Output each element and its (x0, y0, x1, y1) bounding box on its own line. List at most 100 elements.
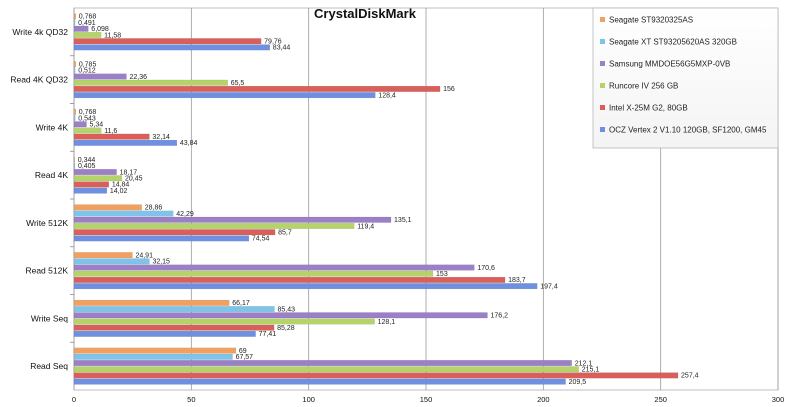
bar-value-label: 42,29 (176, 211, 194, 218)
x-tick-label: 50 (187, 395, 195, 404)
bar-value-label: 6,098 (91, 26, 109, 33)
bar (73, 187, 108, 194)
bar-value-label: 176,2 (490, 313, 508, 320)
category-label: Write Seq (31, 313, 68, 323)
bar (73, 366, 579, 373)
bar-value-label: 85,43 (277, 306, 295, 313)
category-label: Read 4K QD32 (10, 75, 68, 85)
legend-swatch (600, 127, 605, 132)
bar-value-label: 197,4 (540, 283, 558, 290)
bar-value-label: 18,17 (120, 169, 138, 176)
bar-value-label: 215,1 (582, 367, 600, 374)
legend-entry-label: OCZ Vertex 2 V1.10 120GB, SF1200, GM45 (609, 126, 767, 135)
bar (73, 210, 174, 217)
bar-value-label: 32,15 (152, 259, 170, 266)
bar-value-label: 0,512 (78, 68, 96, 75)
x-tick-label: 0 (72, 395, 76, 404)
bar (73, 133, 150, 140)
bar (73, 372, 679, 379)
bar-value-label: 170,6 (477, 265, 495, 272)
bar (73, 92, 376, 99)
bar (73, 79, 228, 86)
bar (73, 169, 117, 176)
chart-title: CrystalDiskMark (314, 6, 417, 21)
bar-value-label: 14,02 (110, 188, 128, 195)
bar (73, 270, 434, 277)
bar-value-label: 24,91 (135, 252, 153, 259)
bar-value-label: 0,785 (79, 61, 97, 68)
bar-value-label: 0,344 (78, 157, 96, 164)
bar (73, 108, 77, 115)
legend-entry-label: Seagate XT ST93205620AS 320GB (609, 38, 737, 47)
legend-swatch (600, 39, 605, 44)
bar-value-label: 28,86 (145, 205, 163, 212)
bar-value-label: 11,58 (104, 32, 121, 39)
bar-value-label: 67,57 (236, 354, 254, 361)
bar (73, 347, 237, 354)
bar (73, 258, 150, 265)
bar (73, 162, 76, 169)
category-label: Read Seq (30, 361, 68, 371)
legend-swatch (600, 105, 605, 110)
x-tick-label: 100 (302, 395, 315, 404)
x-tick-label: 250 (654, 395, 667, 404)
bar-value-label: 119,4 (357, 223, 374, 230)
bar (73, 360, 572, 367)
bar (73, 175, 123, 182)
bar (73, 229, 276, 236)
bar (73, 115, 76, 122)
category-label: Write 4K (36, 122, 69, 132)
bar (73, 306, 275, 313)
bar (73, 19, 76, 26)
bar-value-label: 85,28 (277, 325, 295, 332)
bar-value-label: 156 (443, 86, 455, 93)
x-tick-label: 150 (420, 395, 433, 404)
bar (73, 276, 506, 283)
legend-swatch (600, 17, 605, 22)
bar-value-label: 65,5 (231, 80, 245, 87)
legend-entry-label: Runcore IV 256 GB (609, 82, 678, 91)
bar (73, 25, 89, 32)
x-tick-label: 300 (772, 395, 785, 404)
bar-value-label: 5,34 (90, 122, 104, 129)
legend-entry-label: Seagate ST9320325AS (609, 16, 693, 25)
bar (73, 324, 275, 331)
bar (73, 252, 133, 259)
bar-value-label: 11,6 (104, 128, 117, 135)
bar (73, 264, 475, 271)
bar-value-label: 0,768 (79, 109, 97, 116)
axes: 0 50 100 150 200 250 300 Write 4k QD32 Read 4K Q… (10, 27, 784, 404)
bar-value-label: 20,45 (125, 176, 143, 183)
bar (73, 38, 262, 45)
bar (73, 127, 102, 134)
bar (73, 318, 375, 325)
bar (73, 121, 87, 128)
bar (73, 73, 127, 80)
bar-value-label: 79,76 (264, 38, 282, 45)
bar-value-label: 83,44 (273, 45, 291, 52)
bar (73, 222, 355, 229)
bar-value-label: 0,768 (79, 14, 97, 21)
bar-value-label: 128,4 (378, 92, 396, 99)
bar-value-label: 135,1 (394, 217, 412, 224)
legend-entry-label: Intel X-25M G2, 80GB (609, 104, 688, 113)
bar-value-label: 43,84 (180, 140, 198, 147)
bar-value-label: 0,405 (78, 163, 96, 170)
category-label: Write 512K (26, 218, 68, 228)
category-label: Read 512K (25, 266, 68, 276)
bar-value-label: 14,84 (112, 182, 130, 189)
bar (73, 312, 488, 319)
bar (73, 67, 76, 74)
bar (73, 13, 77, 20)
bar (73, 353, 233, 360)
bar-value-label: 209,5 (569, 379, 587, 386)
bar (73, 330, 256, 337)
x-tick-label: 200 (537, 395, 550, 404)
bar-value-label: 66,17 (232, 300, 250, 307)
bar (73, 235, 250, 242)
bar (73, 181, 110, 188)
bar (73, 139, 178, 146)
bar-value-label: 77,41 (259, 331, 277, 338)
bar-value-label: 212,1 (575, 360, 593, 367)
